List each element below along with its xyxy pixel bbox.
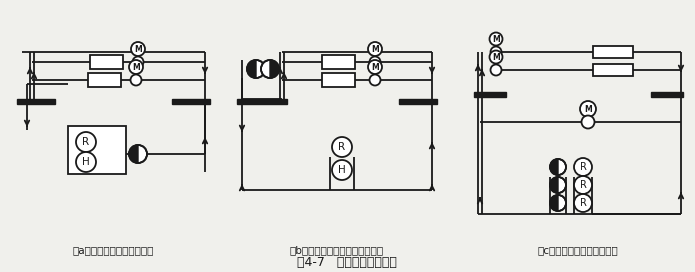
Bar [593, 64, 633, 76]
Wedge shape [129, 146, 138, 162]
Bar [651, 92, 683, 97]
Circle shape [370, 75, 380, 85]
Circle shape [550, 195, 566, 211]
Wedge shape [270, 61, 279, 78]
Text: H: H [338, 165, 346, 175]
Bar [237, 99, 287, 104]
Text: M: M [371, 63, 379, 72]
Circle shape [368, 60, 382, 74]
Wedge shape [550, 178, 558, 193]
Wedge shape [550, 196, 558, 211]
Text: （a）单式水泵定流量水系统: （a）单式水泵定流量水系统 [72, 245, 154, 255]
Circle shape [550, 177, 566, 193]
Bar [322, 73, 355, 87]
Circle shape [76, 132, 96, 152]
Text: R: R [580, 198, 587, 208]
Wedge shape [550, 159, 558, 175]
Circle shape [574, 176, 592, 194]
Bar [90, 55, 123, 69]
Circle shape [489, 51, 502, 63]
Circle shape [491, 64, 502, 76]
Text: M: M [132, 63, 140, 72]
Circle shape [332, 137, 352, 157]
Bar [399, 99, 437, 104]
Circle shape [574, 194, 592, 212]
Circle shape [261, 60, 279, 78]
Text: M: M [134, 45, 142, 54]
Circle shape [131, 75, 142, 85]
Circle shape [247, 60, 265, 78]
Circle shape [489, 32, 502, 45]
Text: R: R [338, 142, 345, 152]
Text: （b）分区单式水泵定流量水系统: （b）分区单式水泵定流量水系统 [290, 245, 384, 255]
Circle shape [332, 160, 352, 180]
Bar [593, 46, 633, 58]
Text: M: M [492, 52, 500, 61]
Circle shape [582, 116, 594, 128]
Text: R: R [580, 162, 587, 172]
Text: （c）单式水泵变流量水系统: （c）单式水泵变流量水系统 [538, 245, 619, 255]
Text: H: H [82, 157, 90, 167]
Bar [322, 55, 355, 69]
Circle shape [368, 42, 382, 56]
Circle shape [129, 60, 143, 74]
Circle shape [574, 158, 592, 176]
Circle shape [76, 152, 96, 172]
Bar [474, 92, 506, 97]
Bar [68, 126, 126, 174]
Text: M: M [371, 45, 379, 54]
Wedge shape [247, 61, 256, 78]
Circle shape [550, 159, 566, 175]
Text: M: M [492, 35, 500, 44]
Bar [88, 73, 121, 87]
Text: R: R [83, 137, 90, 147]
Text: 图4-7   单式水泵供水系统: 图4-7 单式水泵供水系统 [297, 256, 397, 270]
Bar [172, 99, 210, 104]
Text: R: R [580, 180, 587, 190]
Circle shape [580, 101, 596, 117]
Circle shape [129, 145, 147, 163]
Bar [17, 99, 55, 104]
Circle shape [131, 42, 145, 56]
Text: M: M [584, 104, 592, 113]
Circle shape [370, 57, 380, 67]
Circle shape [133, 57, 143, 67]
Circle shape [491, 47, 502, 57]
